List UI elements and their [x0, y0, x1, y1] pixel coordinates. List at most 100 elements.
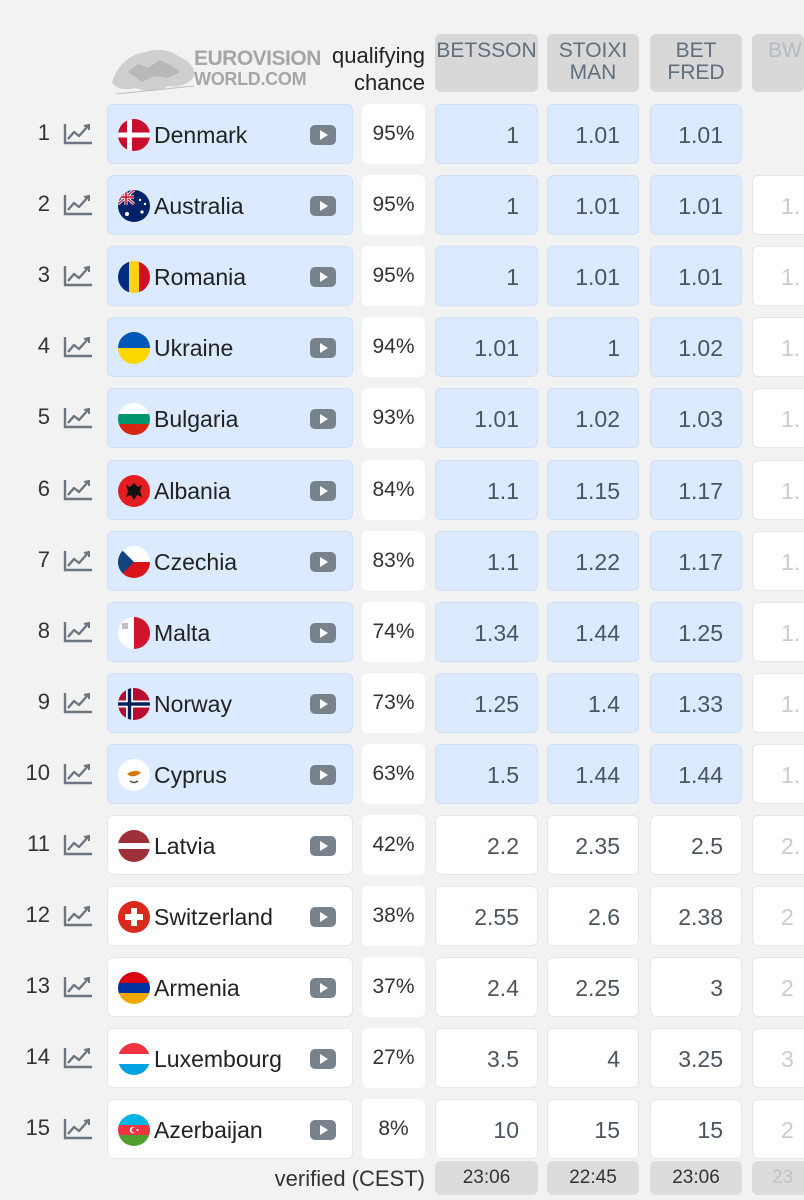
- trend-chart-icon[interactable]: [62, 406, 94, 430]
- country-cell[interactable]: Armenia: [107, 957, 353, 1017]
- trend-chart-icon[interactable]: [62, 1117, 94, 1141]
- country-cell[interactable]: Norway: [107, 673, 353, 733]
- odds-cell[interactable]: 1.01: [650, 246, 742, 306]
- odds-cell[interactable]: 1.44: [547, 602, 639, 662]
- video-play-icon[interactable]: [310, 623, 336, 643]
- odds-cell[interactable]: 1.: [752, 744, 804, 804]
- trend-chart-icon[interactable]: [62, 620, 94, 644]
- odds-cell[interactable]: 1.15: [547, 460, 639, 520]
- trend-chart-icon[interactable]: [62, 549, 94, 573]
- odds-cell[interactable]: 2: [752, 957, 804, 1017]
- odds-cell[interactable]: 1: [435, 175, 538, 235]
- video-play-icon[interactable]: [310, 338, 336, 358]
- odds-cell[interactable]: 15: [650, 1099, 742, 1159]
- odds-cell[interactable]: 1.4: [547, 673, 639, 733]
- odds-cell[interactable]: 1.: [752, 460, 804, 520]
- trend-chart-icon[interactable]: [62, 335, 94, 359]
- country-cell[interactable]: Ukraine: [107, 317, 353, 377]
- odds-cell[interactable]: 10: [435, 1099, 538, 1159]
- odds-cell[interactable]: 1.44: [547, 744, 639, 804]
- qualifying-chance-header[interactable]: qualifying chance: [330, 42, 425, 96]
- odds-cell[interactable]: 2: [752, 886, 804, 946]
- odds-cell[interactable]: 1.1: [435, 531, 538, 591]
- video-play-icon[interactable]: [310, 409, 336, 429]
- odds-cell[interactable]: 1.22: [547, 531, 639, 591]
- odds-cell[interactable]: 1.44: [650, 744, 742, 804]
- odds-cell[interactable]: 1.17: [650, 531, 742, 591]
- country-cell[interactable]: Malta: [107, 602, 353, 662]
- odds-cell[interactable]: 1.5: [435, 744, 538, 804]
- odds-cell[interactable]: 1.25: [650, 602, 742, 662]
- country-cell[interactable]: Albania: [107, 460, 353, 520]
- video-play-icon[interactable]: [310, 267, 336, 287]
- odds-cell[interactable]: 1.01: [650, 175, 742, 235]
- odds-cell[interactable]: 2: [752, 1099, 804, 1159]
- odds-cell[interactable]: 3.5: [435, 1028, 538, 1088]
- country-cell[interactable]: Latvia: [107, 815, 353, 875]
- odds-cell[interactable]: 1.: [752, 317, 804, 377]
- odds-cell[interactable]: 1.1: [435, 460, 538, 520]
- video-play-icon[interactable]: [310, 836, 336, 856]
- odds-cell[interactable]: 3: [752, 1028, 804, 1088]
- odds-cell[interactable]: 1.: [752, 246, 804, 306]
- bookmaker-header-1[interactable]: STOIXI MAN: [547, 34, 639, 92]
- odds-cell[interactable]: 2.55: [435, 886, 538, 946]
- odds-cell[interactable]: 1.: [752, 673, 804, 733]
- odds-cell[interactable]: 1.02: [547, 388, 639, 448]
- eurovision-world-logo[interactable]: EUROVISION WORLD.COM: [108, 42, 330, 95]
- video-play-icon[interactable]: [310, 694, 336, 714]
- video-play-icon[interactable]: [310, 552, 336, 572]
- country-cell[interactable]: Romania: [107, 246, 353, 306]
- odds-cell[interactable]: 3.25: [650, 1028, 742, 1088]
- trend-chart-icon[interactable]: [62, 193, 94, 217]
- trend-chart-icon[interactable]: [62, 1046, 94, 1070]
- video-play-icon[interactable]: [310, 125, 336, 145]
- odds-cell[interactable]: 2.6: [547, 886, 639, 946]
- bookmaker-header-0[interactable]: BETSSON: [435, 34, 538, 92]
- bookmaker-header-2[interactable]: BET FRED: [650, 34, 742, 92]
- video-play-icon[interactable]: [310, 978, 336, 998]
- trend-chart-icon[interactable]: [62, 478, 94, 502]
- odds-cell[interactable]: 1.01: [435, 317, 538, 377]
- odds-cell[interactable]: 1.17: [650, 460, 742, 520]
- odds-cell[interactable]: 1: [435, 246, 538, 306]
- odds-cell[interactable]: 1.01: [547, 175, 639, 235]
- odds-cell[interactable]: 1.: [752, 602, 804, 662]
- odds-cell[interactable]: 1.25: [435, 673, 538, 733]
- odds-cell[interactable]: 1.01: [650, 104, 742, 164]
- video-play-icon[interactable]: [310, 196, 336, 216]
- odds-cell[interactable]: 2.35: [547, 815, 639, 875]
- odds-cell[interactable]: 2.: [752, 815, 804, 875]
- odds-cell[interactable]: 15: [547, 1099, 639, 1159]
- odds-cell[interactable]: 2.5: [650, 815, 742, 875]
- video-play-icon[interactable]: [310, 1120, 336, 1140]
- video-play-icon[interactable]: [310, 481, 336, 501]
- trend-chart-icon[interactable]: [62, 691, 94, 715]
- odds-cell[interactable]: 1.34: [435, 602, 538, 662]
- odds-cell[interactable]: 1: [435, 104, 538, 164]
- odds-cell[interactable]: 1.: [752, 175, 804, 235]
- odds-cell[interactable]: 1: [547, 317, 639, 377]
- video-play-icon[interactable]: [310, 907, 336, 927]
- odds-cell[interactable]: 4: [547, 1028, 639, 1088]
- trend-chart-icon[interactable]: [62, 122, 94, 146]
- trend-chart-icon[interactable]: [62, 904, 94, 928]
- odds-cell[interactable]: 2.25: [547, 957, 639, 1017]
- country-cell[interactable]: Denmark: [107, 104, 353, 164]
- video-play-icon[interactable]: [310, 765, 336, 785]
- odds-cell[interactable]: 1.02: [650, 317, 742, 377]
- odds-cell[interactable]: 1.01: [547, 246, 639, 306]
- odds-cell[interactable]: 1.33: [650, 673, 742, 733]
- trend-chart-icon[interactable]: [62, 762, 94, 786]
- odds-cell[interactable]: 1.01: [435, 388, 538, 448]
- odds-cell[interactable]: 1.: [752, 531, 804, 591]
- country-cell[interactable]: Czechia: [107, 531, 353, 591]
- country-cell[interactable]: Australia: [107, 175, 353, 235]
- country-cell[interactable]: Bulgaria: [107, 388, 353, 448]
- odds-cell[interactable]: 1.: [752, 388, 804, 448]
- trend-chart-icon[interactable]: [62, 975, 94, 999]
- trend-chart-icon[interactable]: [62, 833, 94, 857]
- odds-cell[interactable]: 1.01: [547, 104, 639, 164]
- odds-cell[interactable]: 2.4: [435, 957, 538, 1017]
- trend-chart-icon[interactable]: [62, 264, 94, 288]
